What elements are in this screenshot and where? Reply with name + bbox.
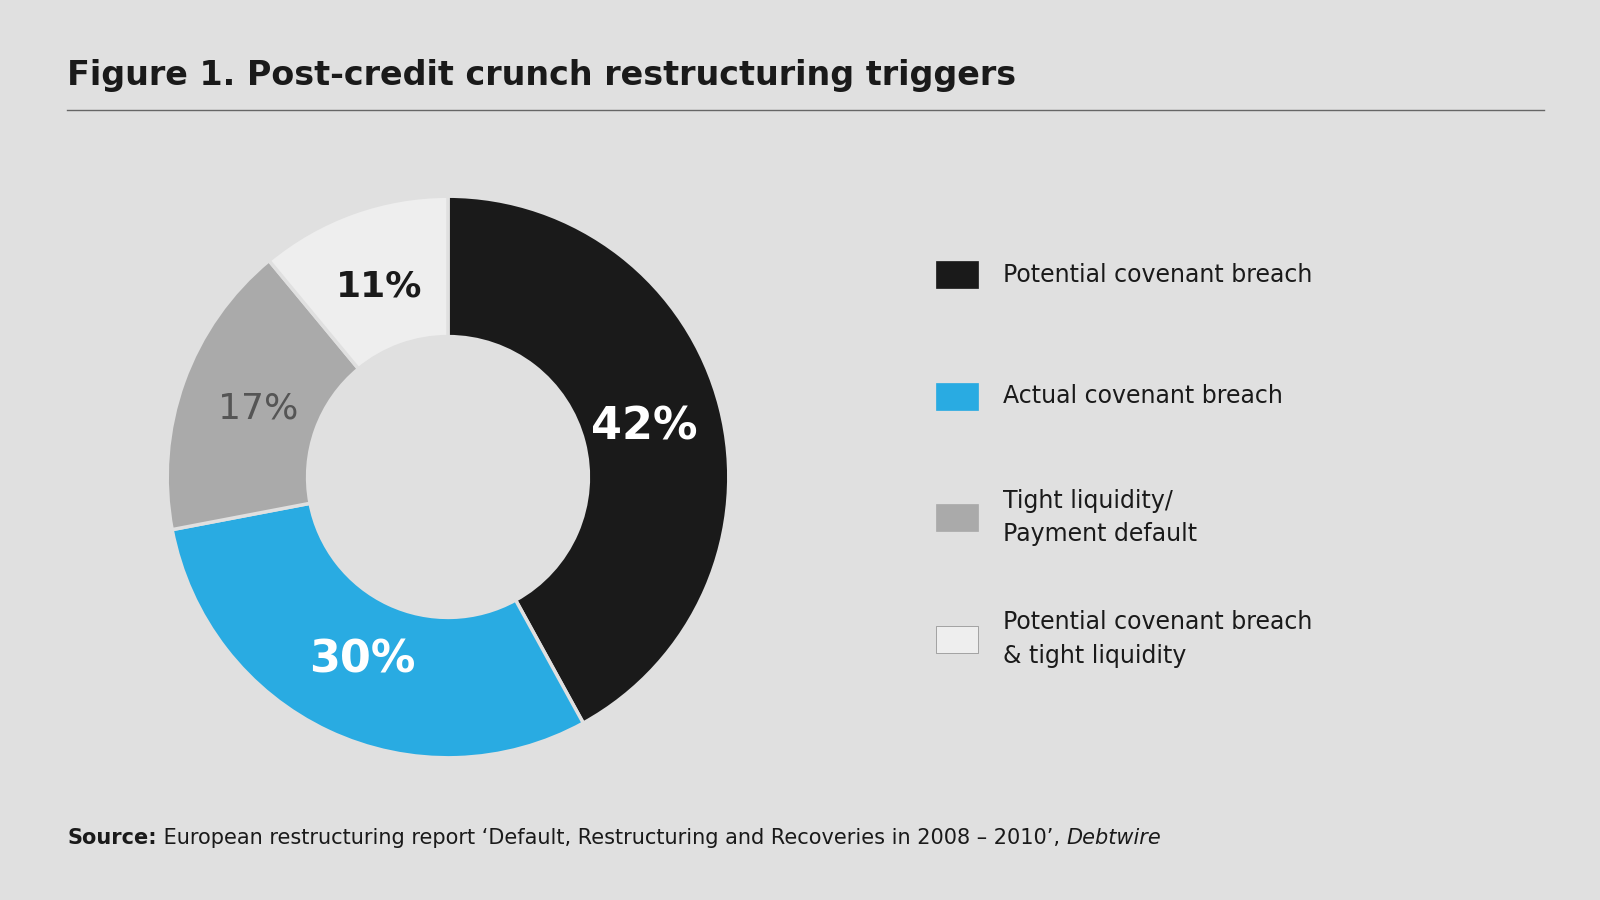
Text: 42%: 42%	[590, 405, 698, 448]
Text: European restructuring report ‘Default, Restructuring and Recoveries in 2008 – 2: European restructuring report ‘Default, …	[157, 828, 1067, 848]
Wedge shape	[448, 196, 728, 723]
Text: 17%: 17%	[218, 392, 298, 426]
Text: Tight liquidity/
Payment default: Tight liquidity/ Payment default	[1003, 489, 1197, 546]
Wedge shape	[269, 196, 448, 369]
Text: Debtwire: Debtwire	[1067, 828, 1162, 848]
Text: Figure 1. Post-credit crunch restructuring triggers: Figure 1. Post-credit crunch restructuri…	[67, 58, 1016, 92]
Wedge shape	[173, 503, 584, 758]
Text: Potential covenant breach
& tight liquidity: Potential covenant breach & tight liquid…	[1003, 610, 1312, 668]
Text: 11%: 11%	[336, 270, 422, 304]
Text: Potential covenant breach: Potential covenant breach	[1003, 263, 1312, 286]
Wedge shape	[168, 261, 358, 529]
Text: Actual covenant breach: Actual covenant breach	[1003, 384, 1283, 408]
Text: Source:: Source:	[67, 828, 157, 848]
Text: 30%: 30%	[309, 638, 414, 681]
